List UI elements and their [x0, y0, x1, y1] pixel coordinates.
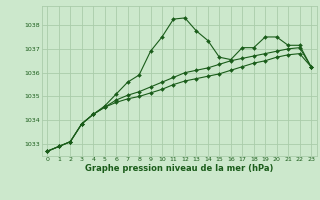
- X-axis label: Graphe pression niveau de la mer (hPa): Graphe pression niveau de la mer (hPa): [85, 164, 273, 173]
